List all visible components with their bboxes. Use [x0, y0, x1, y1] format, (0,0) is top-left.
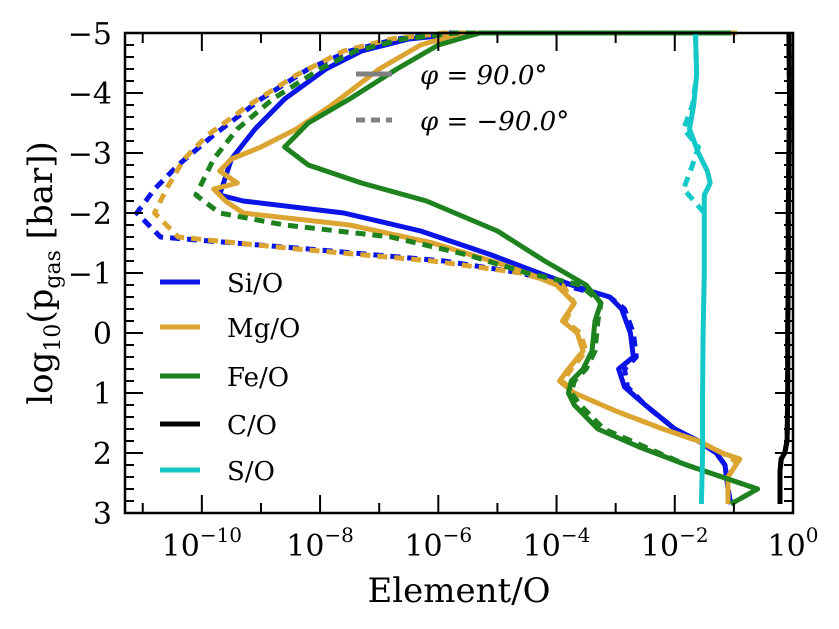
x-axis-label: Element/O — [367, 571, 550, 611]
series-line-mg-o-phi-neg90 — [152, 30, 740, 504]
y-tick-label: −2 — [68, 197, 112, 232]
x-tick-label: 10−2 — [641, 523, 709, 564]
x-tick-label: 10−6 — [404, 523, 472, 564]
y-axis-label-paren: (p — [21, 289, 61, 324]
x-tick-label-base: 10 — [404, 529, 442, 564]
series-line-c-o-phi-neg90 — [777, 32, 792, 504]
y-tick-label: −3 — [68, 137, 112, 172]
x-tick-label-base: 10 — [286, 529, 324, 564]
x-tick-label: 100 — [768, 523, 819, 564]
legend-dashed-label: φ = −90.0° — [420, 107, 569, 137]
x-tick-label-exponent: 0 — [806, 523, 819, 547]
y-tick-label: −4 — [68, 77, 112, 112]
y-axis-label-log: log — [21, 352, 61, 405]
y-axis-label-unit: [bar]) — [21, 141, 61, 250]
x-tick-label: 10−8 — [286, 523, 354, 564]
x-tick-label-exponent: −2 — [679, 523, 708, 547]
ticks-layer — [125, 32, 794, 514]
x-tick-label: 10−10 — [162, 523, 242, 564]
y-tick-label: 2 — [93, 437, 112, 472]
style-legend: φ = 90.0° φ = −90.0° — [356, 61, 569, 137]
x-tick-label-base: 10 — [768, 529, 806, 564]
y-tick-label: 0 — [93, 317, 112, 352]
x-tick-label-exponent: −6 — [443, 523, 472, 547]
x-tick-label-exponent: −8 — [324, 523, 353, 547]
y-tick-label: 3 — [93, 497, 112, 532]
legend-c-label: C/O — [227, 411, 277, 441]
x-tick-label: 10−4 — [523, 523, 591, 564]
legend-solid-label: φ = 90.0° — [420, 61, 547, 91]
series-line-si-o-phi-pos90 — [217, 30, 734, 505]
x-tick-label-base: 10 — [641, 529, 679, 564]
y-tick-label: −1 — [68, 257, 112, 292]
legend-s-label: S/O — [227, 457, 275, 487]
y-tick-label: −5 — [68, 17, 112, 52]
y-tick-labels: −5 −4 −3 −2 −1 0 1 2 3 — [68, 17, 112, 532]
series-line-si-o-phi-neg90 — [134, 30, 734, 505]
y-axis-label-base: 10 — [41, 324, 66, 352]
series-line-fe-o-phi-neg90 — [193, 30, 760, 507]
x-tick-label-base: 10 — [162, 529, 200, 564]
x-tick-label-exponent: −10 — [200, 523, 242, 547]
legend-mg-label: Mg/O — [227, 314, 300, 344]
x-tick-label-base: 10 — [523, 529, 561, 564]
x-tick-label-exponent: −4 — [561, 523, 590, 547]
y-tick-label: 1 — [93, 377, 112, 412]
y-axis-label-gas: gas — [41, 250, 66, 289]
series-layer — [134, 30, 792, 507]
legend-si-label: Si/O — [227, 269, 283, 299]
y-axis-label: log10(pgas [bar]) — [21, 141, 66, 405]
x-tick-labels: 10−10 10−8 10−6 10−4 10−2 100 — [162, 523, 819, 564]
species-legend: Si/O Mg/O Fe/O C/O S/O — [160, 269, 300, 487]
series-line-s-o-phi-neg90 — [681, 32, 707, 215]
legend-fe-label: Fe/O — [227, 363, 289, 393]
